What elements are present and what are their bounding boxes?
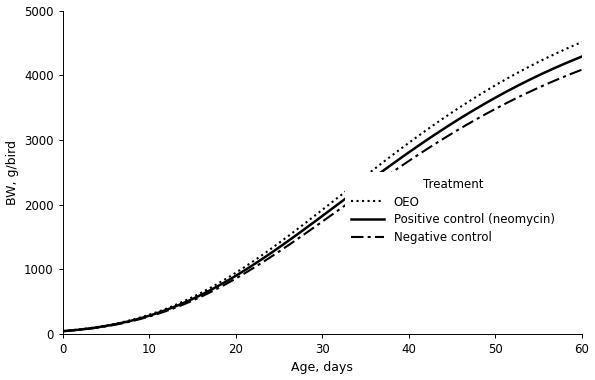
X-axis label: Age, days: Age, days — [292, 361, 353, 374]
Legend: OEO, Positive control (neomycin), Negative control: OEO, Positive control (neomycin), Negati… — [345, 172, 560, 250]
Y-axis label: BW, g/bird: BW, g/bird — [5, 140, 18, 205]
